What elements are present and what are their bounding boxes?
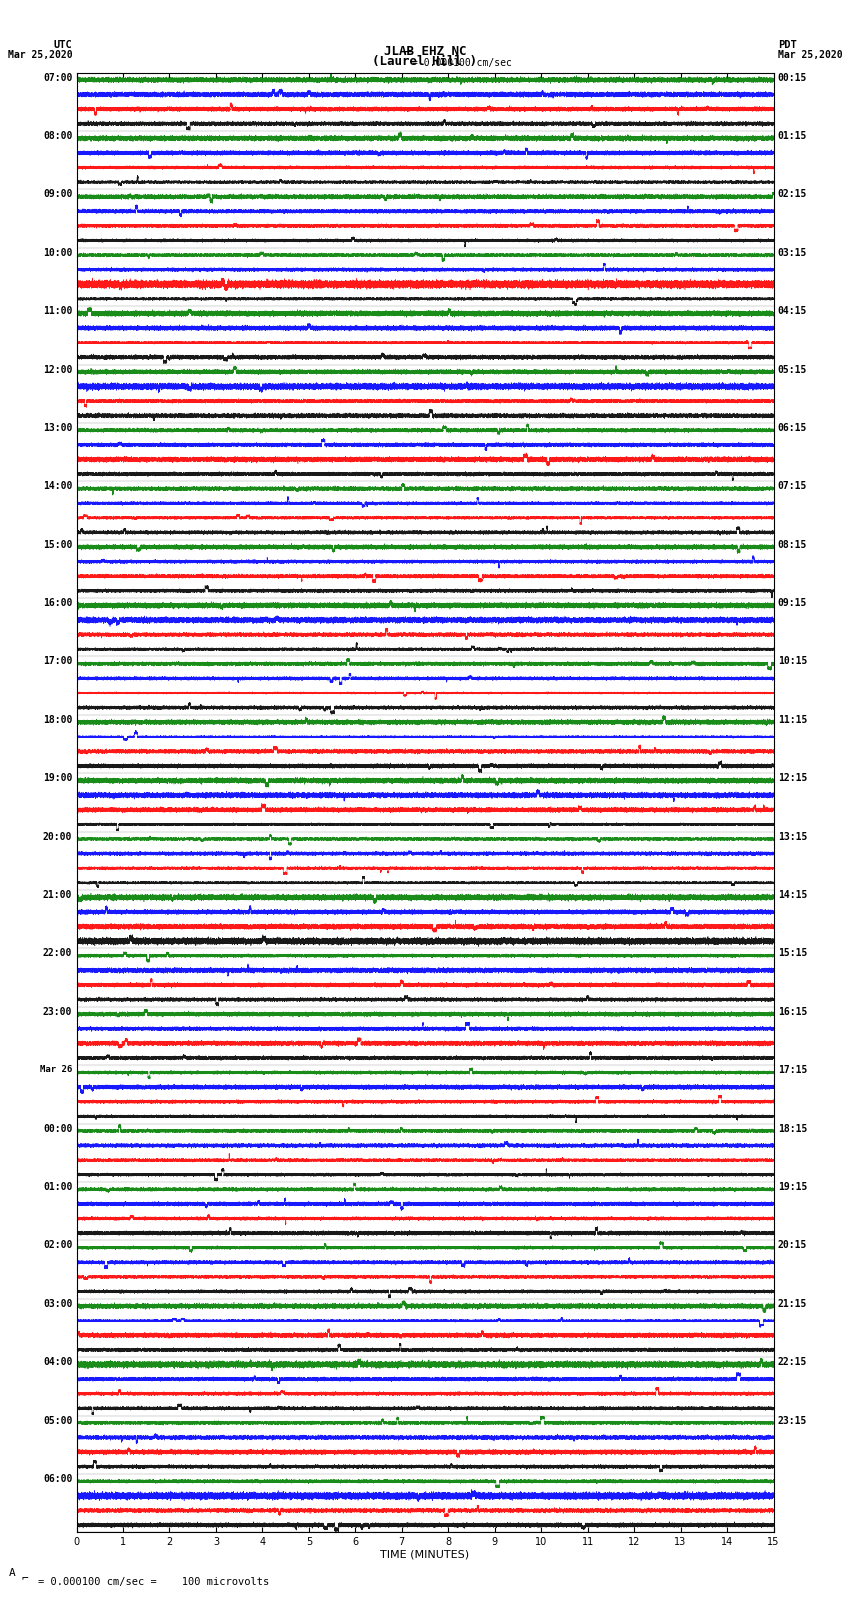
Text: A: A (8, 1568, 15, 1578)
Text: 07:00: 07:00 (42, 73, 72, 82)
Text: 15:00: 15:00 (42, 540, 72, 550)
Text: 19:00: 19:00 (42, 773, 72, 784)
Text: 07:15: 07:15 (778, 481, 807, 492)
Text: 17:00: 17:00 (42, 656, 72, 666)
Text: = 0.000100 cm/sec =    100 microvolts: = 0.000100 cm/sec = 100 microvolts (38, 1578, 269, 1587)
Text: Mar 26: Mar 26 (40, 1065, 72, 1074)
Text: 06:15: 06:15 (778, 423, 807, 432)
Text: 22:15: 22:15 (778, 1357, 807, 1368)
Text: 02:00: 02:00 (42, 1240, 72, 1250)
Text: 21:00: 21:00 (42, 890, 72, 900)
Text: 19:15: 19:15 (778, 1182, 807, 1192)
Text: 10:00: 10:00 (42, 248, 72, 258)
Text: 03:00: 03:00 (42, 1298, 72, 1308)
Text: UTC: UTC (54, 40, 72, 50)
Text: Mar 25,2020: Mar 25,2020 (8, 50, 72, 60)
Text: 01:15: 01:15 (778, 131, 807, 140)
Text: 08:00: 08:00 (42, 131, 72, 140)
Text: ⌐: ⌐ (21, 1574, 28, 1584)
Text: 13:00: 13:00 (42, 423, 72, 432)
Text: ⌐: ⌐ (404, 45, 412, 60)
Text: 05:00: 05:00 (42, 1416, 72, 1426)
Text: 12:00: 12:00 (42, 365, 72, 374)
Text: 14:00: 14:00 (42, 481, 72, 492)
Text: 11:00: 11:00 (42, 306, 72, 316)
Text: 15:15: 15:15 (778, 948, 807, 958)
Text: 09:00: 09:00 (42, 189, 72, 200)
Text: 20:00: 20:00 (42, 832, 72, 842)
Text: = 0.000100 cm/sec: = 0.000100 cm/sec (412, 58, 512, 68)
Text: 22:00: 22:00 (42, 948, 72, 958)
Text: 18:00: 18:00 (42, 715, 72, 724)
Text: 04:00: 04:00 (42, 1357, 72, 1368)
Text: 04:15: 04:15 (778, 306, 807, 316)
Text: 09:15: 09:15 (778, 598, 807, 608)
Text: 01:00: 01:00 (42, 1182, 72, 1192)
Text: (Laurel Hill ): (Laurel Hill ) (372, 55, 478, 68)
Text: 02:15: 02:15 (778, 189, 807, 200)
Text: Mar 25,2020: Mar 25,2020 (778, 50, 842, 60)
Text: 11:15: 11:15 (778, 715, 807, 724)
Text: 18:15: 18:15 (778, 1124, 807, 1134)
Text: 14:15: 14:15 (778, 890, 807, 900)
Text: 23:00: 23:00 (42, 1007, 72, 1016)
Text: 16:00: 16:00 (42, 598, 72, 608)
Text: 06:00: 06:00 (42, 1474, 72, 1484)
Text: 20:15: 20:15 (778, 1240, 807, 1250)
Text: JLAB EHZ NC: JLAB EHZ NC (383, 45, 467, 58)
Text: 08:15: 08:15 (778, 540, 807, 550)
Text: 05:15: 05:15 (778, 365, 807, 374)
Text: 21:15: 21:15 (778, 1298, 807, 1308)
Text: 00:00: 00:00 (42, 1124, 72, 1134)
Text: 00:15: 00:15 (778, 73, 807, 82)
X-axis label: TIME (MINUTES): TIME (MINUTES) (381, 1550, 469, 1560)
Text: 10:15: 10:15 (778, 656, 807, 666)
Text: 12:15: 12:15 (778, 773, 807, 784)
Text: 23:15: 23:15 (778, 1416, 807, 1426)
Text: 13:15: 13:15 (778, 832, 807, 842)
Text: PDT: PDT (778, 40, 796, 50)
Text: 16:15: 16:15 (778, 1007, 807, 1016)
Text: 03:15: 03:15 (778, 248, 807, 258)
Text: 17:15: 17:15 (778, 1065, 807, 1076)
